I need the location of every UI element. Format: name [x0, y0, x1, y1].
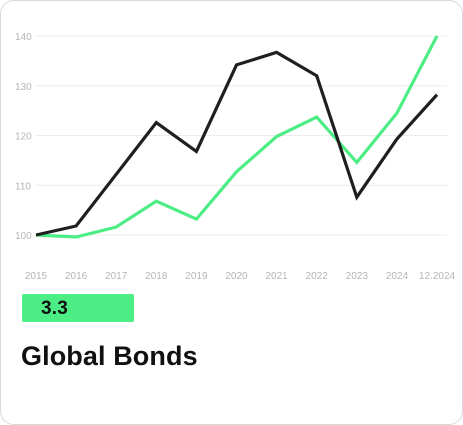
chart-series [35, 35, 439, 239]
value-badge [22, 294, 134, 322]
x-tick-label: 2020 [225, 271, 248, 282]
x-tick-label: 2022 [306, 271, 329, 282]
fund-title: Global Bonds [21, 341, 198, 371]
x-tick-label: 2021 [265, 271, 288, 282]
x-axis-ticks: 2015 2016 2017 2018 2019 2020 2021 2022 2023 2024… [25, 271, 456, 282]
x-tick-label: 12.2024 [419, 271, 456, 282]
series-line [35, 50, 439, 237]
x-tick-label: 2018 [145, 271, 168, 282]
y-tick-label: 110 [15, 181, 31, 192]
badge-value: 3.3 [41, 298, 69, 319]
y-tick-label: 140 [15, 32, 32, 43]
x-tick-label: 2024 [386, 271, 409, 282]
line-chart: 100 110 120 130 140 2015 2016 2017 2018 2019 2020… [15, 32, 456, 282]
x-tick-label: 2023 [346, 271, 369, 282]
x-tick-label: 2015 [25, 271, 48, 282]
y-tick-label: 130 [15, 82, 32, 93]
x-tick-label: 2019 [185, 271, 208, 282]
x-tick-label: 2017 [105, 271, 128, 282]
x-tick-label: 2016 [65, 271, 88, 282]
chart-grid [36, 35, 447, 236]
y-tick-label: 100 [15, 231, 32, 242]
series-line [35, 35, 439, 239]
y-tick-label: 120 [15, 132, 32, 143]
y-axis-ticks: 100 110 120 130 140 [15, 32, 32, 242]
